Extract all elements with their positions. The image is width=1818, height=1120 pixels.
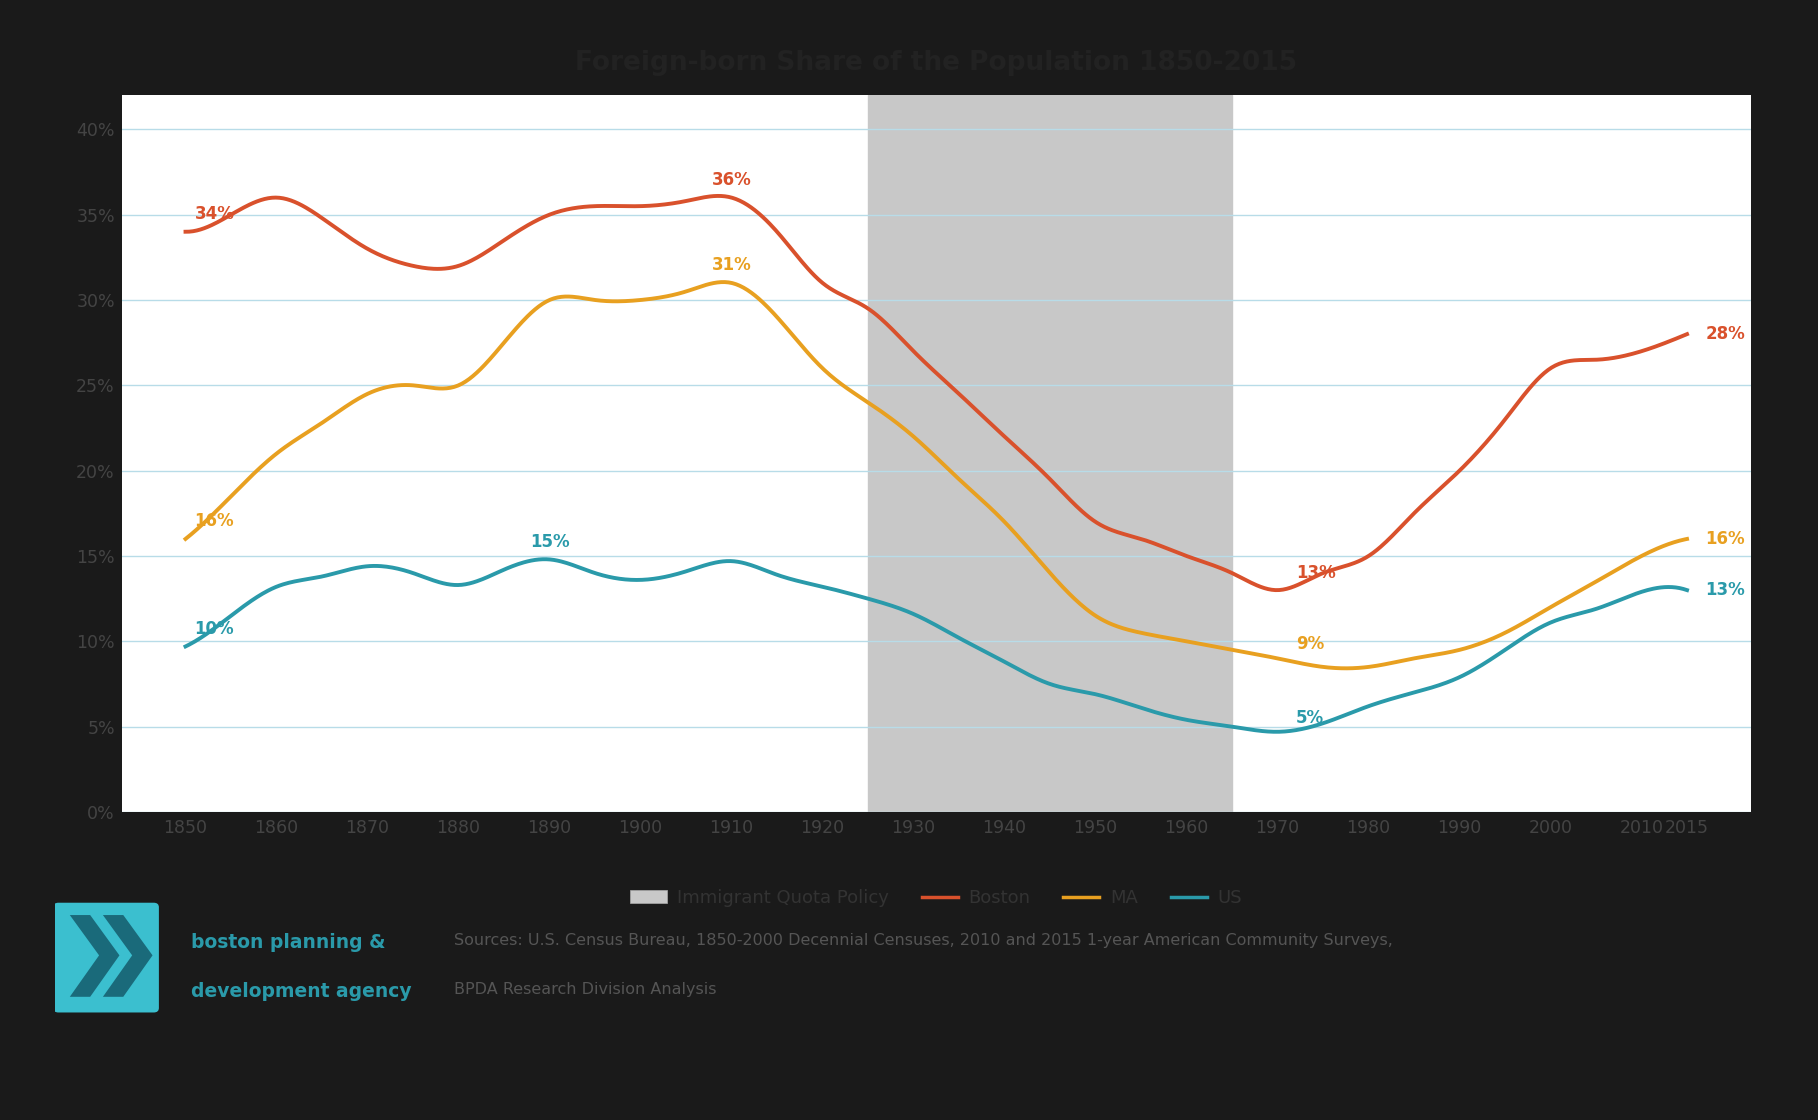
Legend: Immigrant Quota Policy, Boston, MA, US: Immigrant Quota Policy, Boston, MA, US (624, 881, 1249, 914)
Title: Foreign-born Share of the Population 1850-2015: Foreign-born Share of the Population 185… (574, 50, 1298, 76)
Text: BPDA Research Division Analysis: BPDA Research Division Analysis (454, 982, 716, 997)
Text: 16%: 16% (1705, 530, 1745, 548)
Text: 31%: 31% (711, 256, 751, 274)
Text: 36%: 36% (711, 171, 751, 189)
FancyBboxPatch shape (53, 903, 158, 1012)
Text: 13%: 13% (1705, 581, 1745, 599)
Polygon shape (69, 915, 120, 997)
Polygon shape (104, 915, 153, 997)
Text: 9%: 9% (1296, 635, 1324, 653)
Text: development agency: development agency (191, 982, 411, 1001)
Text: 5%: 5% (1296, 709, 1324, 727)
Text: Sources: U.S. Census Bureau, 1850-2000 Decennial Censuses, 2010 and 2015 1-year : Sources: U.S. Census Bureau, 1850-2000 D… (454, 933, 1393, 948)
Bar (867, 95, 1233, 812)
Text: 28%: 28% (1705, 325, 1745, 343)
Text: 16%: 16% (195, 513, 235, 531)
Text: 13%: 13% (1296, 563, 1336, 581)
Text: boston planning &: boston planning & (191, 933, 385, 952)
Text: 15%: 15% (529, 533, 569, 551)
Text: 10%: 10% (195, 620, 235, 638)
Text: 34%: 34% (195, 205, 235, 223)
